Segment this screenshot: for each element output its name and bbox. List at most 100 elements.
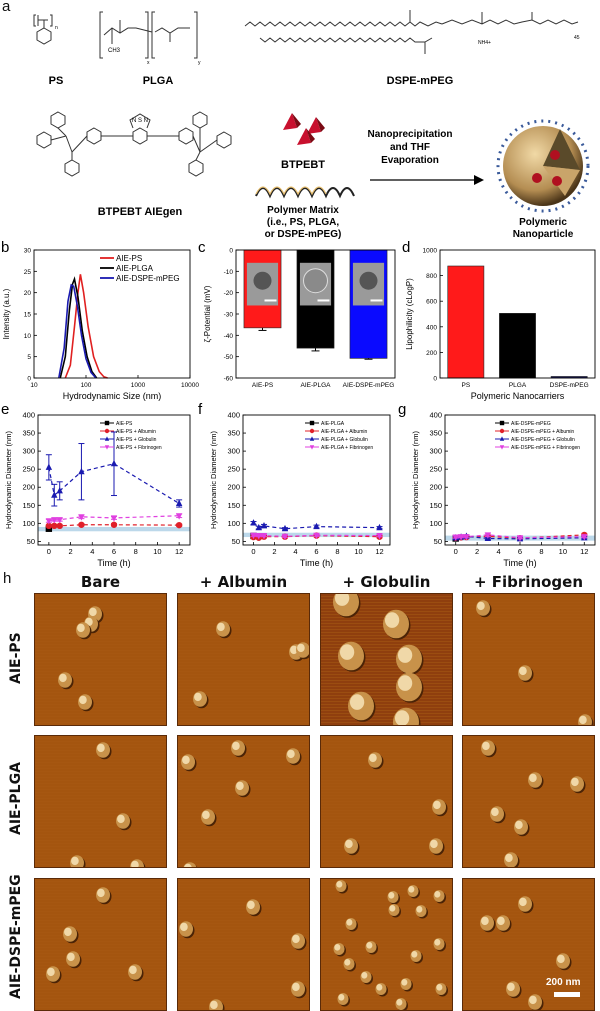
particle-highlight	[236, 781, 244, 791]
tem-scale-bar	[317, 299, 330, 302]
aiegen-core: N S N	[132, 118, 148, 124]
y-tick-label: 300	[22, 447, 35, 456]
particle-highlight	[376, 984, 383, 991]
particle-highlight	[47, 967, 55, 977]
y-tick-label: 0	[229, 248, 233, 255]
plga-methyl: CH3	[108, 48, 121, 54]
afm-image	[320, 593, 453, 726]
data-point	[457, 534, 465, 541]
arrow-label-2: and THF	[390, 142, 430, 153]
legend-marker	[309, 445, 315, 450]
y-tick-label: 400	[227, 411, 240, 420]
data-point	[255, 533, 262, 540]
panel-label-c: c	[198, 240, 206, 256]
legend-label: AIE-DSPE-mPEG + Albumin	[511, 429, 574, 435]
particle-highlight	[388, 892, 395, 899]
x-tick-label: 8	[335, 547, 339, 556]
series-line-1	[59, 276, 98, 379]
x-tick-label: AIE-PLGA	[301, 382, 332, 389]
legend-marker	[104, 420, 110, 426]
y-tick-label: 50	[232, 537, 240, 546]
particle-highlight	[519, 666, 527, 676]
x-tick-label: PLGA	[509, 382, 527, 389]
btpebt-pyramids-icon	[283, 113, 325, 145]
particle-highlight	[182, 755, 190, 765]
particle-highlight	[232, 741, 240, 751]
x-tick-label: 10	[354, 547, 362, 556]
particle-highlight	[79, 695, 87, 705]
afm-particles	[193, 621, 309, 709]
plga-structure	[99, 11, 198, 59]
legend-label: AIE-PLGA	[321, 421, 345, 427]
y-axis-label: Lipophilicity (cLogP)	[405, 278, 414, 350]
afm-image	[34, 735, 167, 868]
panel-label-a: a	[2, 0, 11, 15]
y-tick-label: -10	[224, 269, 234, 276]
ps-structure	[33, 14, 53, 45]
particle-highlight	[434, 891, 441, 898]
x-tick-label: 8	[539, 547, 543, 556]
legend-label: AIE-PLGA + Globulin	[321, 437, 368, 443]
series-line-0	[64, 274, 108, 379]
y-tick-label: 200	[426, 350, 437, 357]
btpebt-label: BTPEBT	[281, 159, 325, 171]
plga-sub-y: y	[198, 60, 201, 66]
tem-particle	[253, 271, 272, 290]
particle-highlight	[67, 952, 75, 962]
series-line-3	[48, 515, 180, 522]
scale-bar-label: 200 nm	[546, 977, 581, 988]
arrow-label-3: Evaporation	[381, 155, 439, 166]
particle-highlight	[411, 951, 418, 958]
series-line-3	[253, 534, 380, 537]
y-tick-label: 350	[227, 429, 240, 438]
x-tick-label: PS	[461, 382, 470, 389]
x-tick-label: 10	[30, 382, 38, 389]
particle-highlight	[384, 612, 400, 628]
particle-highlight	[344, 959, 351, 966]
particle-highlight	[290, 645, 298, 655]
data-point	[51, 491, 58, 498]
particle-highlight	[361, 972, 368, 979]
afm-particles	[480, 896, 572, 1010]
legend-marker	[104, 436, 110, 441]
axes-frame	[37, 414, 191, 546]
y-tick-label: 200	[22, 483, 35, 492]
particle-highlight	[369, 753, 377, 763]
x-tick-label: 4	[293, 547, 297, 556]
y-axis-label: Hydrodynamic Diameter (nm)	[4, 431, 13, 529]
particle-highlight	[131, 860, 139, 867]
afm-image	[177, 735, 310, 868]
y-tick-label: 250	[429, 465, 442, 474]
legend-marker	[309, 428, 315, 434]
arrow-label-1: Nanoprecipitation	[367, 129, 452, 140]
particle-highlight	[59, 673, 67, 683]
nanoparticle-icon	[496, 119, 590, 213]
particle-highlight	[366, 942, 373, 949]
x-tick-label: 12	[580, 547, 588, 556]
afm-column-header: Bare	[80, 573, 121, 591]
y-tick-label: 300	[429, 447, 442, 456]
data-point	[463, 534, 470, 541]
data-point	[250, 532, 257, 540]
legend-marker	[499, 420, 505, 426]
data-point	[78, 514, 85, 521]
data-point	[250, 519, 257, 526]
particle-highlight	[396, 999, 403, 1006]
afm-column-header: + Fibrinogen	[473, 573, 584, 591]
particle-highlight	[297, 643, 305, 653]
x-axis-label: Time (h)	[300, 558, 333, 568]
x-tick-label: 2	[68, 547, 72, 556]
particle-highlight	[71, 856, 79, 866]
y-tick-label: 800	[426, 273, 437, 280]
particle-highlight	[97, 743, 105, 753]
afm-particles	[179, 899, 307, 1010]
afm-column-header: + Globulin	[342, 573, 431, 591]
data-point	[452, 534, 459, 541]
y-tick-label: 100	[22, 519, 35, 528]
y-tick-label: 300	[227, 447, 240, 456]
tem-scale-bar	[370, 299, 383, 302]
particle-highlight	[416, 906, 423, 913]
bar-plga	[499, 313, 536, 379]
plga-label: PLGA	[143, 75, 174, 87]
particle-highlight	[529, 995, 537, 1005]
